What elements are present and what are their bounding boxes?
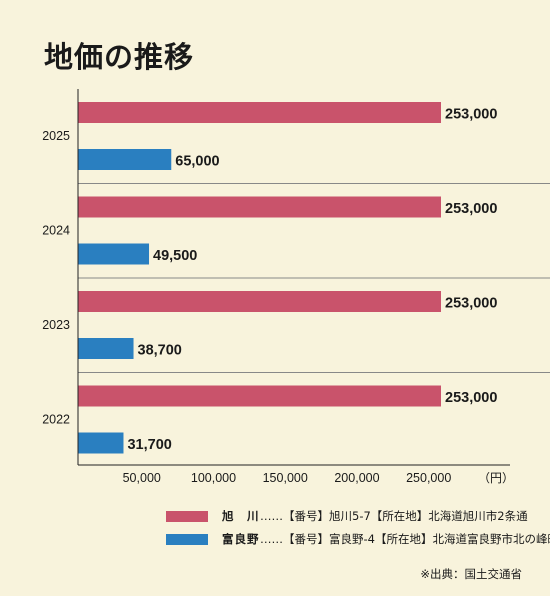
legend-name: 旭 川 — [222, 509, 260, 523]
y-tick-label-2024: 2024 — [42, 224, 70, 238]
bar-chart: 253,000 65,000 2025 253,000 49,500 2024 253,00… — [42, 89, 550, 485]
data-label-富良野-2025: 65,000 — [175, 154, 219, 170]
legend-entry-furano: 富良野 ……【番号】富良野-4【所在地】北海道富良野市北の峰町 — [166, 531, 550, 547]
data-label-旭川-2023: 253,000 — [445, 296, 497, 312]
y-tick-label-2025: 2025 — [42, 129, 70, 143]
y-tick-label-2022: 2022 — [42, 413, 70, 427]
x-tick-label-150000: 150,000 — [263, 471, 308, 485]
bar-旭川-2023 — [78, 291, 441, 312]
data-label-旭川-2025: 253,000 — [445, 107, 497, 123]
x-axis-unit-label: （円） — [478, 471, 514, 485]
x-tick-label-200000: 200,000 — [334, 471, 379, 485]
data-label-富良野-2024: 49,500 — [153, 248, 197, 264]
bar-富良野-2022 — [78, 432, 124, 454]
x-tick-label-100000: 100,000 — [191, 471, 236, 485]
bar-富良野-2023 — [78, 338, 134, 359]
source-note: ※出典：国土交通省 — [420, 567, 522, 581]
legend-entry-asahikawa: 旭 川 ……【番号】旭川5-7【所在地】北海道旭川市2条通 — [166, 508, 528, 524]
bar-旭川-2022 — [78, 385, 441, 407]
legend-description: ……【番号】旭川5-7【所在地】北海道旭川市2条通 — [260, 509, 528, 523]
legend-name: 富良野 — [222, 532, 260, 546]
bar-旭川-2025 — [78, 102, 441, 123]
legend-description: ……【番号】富良野-4【所在地】北海道富良野市北の峰町 — [260, 532, 550, 546]
data-label-富良野-2023: 38,700 — [138, 343, 182, 359]
chart-title: 地価の推移 — [44, 40, 195, 74]
bar-富良野-2024 — [78, 243, 150, 265]
legend-swatch-furano — [166, 533, 208, 545]
bar-富良野-2025 — [78, 149, 172, 170]
x-tick-label-250000: 250,000 — [406, 471, 451, 485]
data-label-旭川-2022: 253,000 — [445, 390, 497, 406]
bar-旭川-2024 — [78, 196, 441, 218]
legend-swatch-asahikawa — [166, 510, 208, 522]
x-tick-label-50000: 50,000 — [123, 471, 161, 485]
data-label-旭川-2024: 253,000 — [445, 201, 497, 217]
y-tick-label-2023: 2023 — [42, 318, 70, 332]
data-label-富良野-2022: 31,700 — [127, 437, 171, 453]
